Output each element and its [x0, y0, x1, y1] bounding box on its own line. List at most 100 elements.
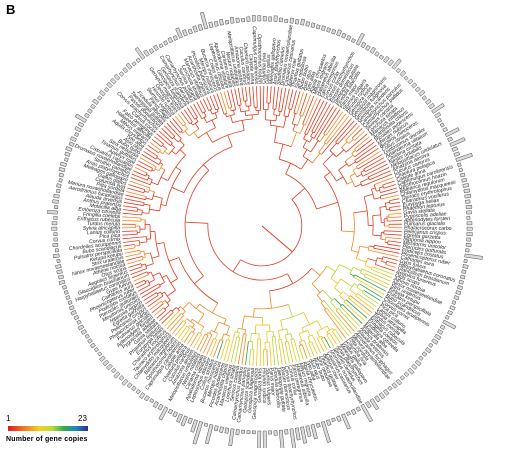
branch: [384, 234, 402, 235]
branch: [302, 328, 304, 332]
branch: [291, 334, 293, 340]
branch: [174, 138, 178, 142]
copy-number-bar: [77, 320, 82, 324]
copy-number-bar: [214, 21, 218, 26]
branch: [170, 121, 180, 133]
branch: [355, 184, 361, 187]
branch: [321, 303, 326, 309]
branch: [245, 330, 246, 334]
branch: [352, 128, 362, 138]
copy-number-bar: [452, 300, 456, 304]
branch: [358, 154, 383, 169]
branch: [317, 295, 322, 302]
copy-number-bar: [123, 67, 128, 72]
copy-number-bar: [127, 383, 132, 388]
copy-number-bar: [295, 19, 299, 24]
copy-number-bar: [463, 264, 469, 268]
branch: [327, 335, 334, 347]
branch: [376, 190, 379, 191]
copy-number-bar: [85, 334, 90, 339]
branch: [156, 243, 164, 244]
branch: [257, 86, 258, 107]
branch: [323, 154, 333, 164]
branch: [324, 301, 352, 334]
branch: [128, 264, 141, 268]
branch: [371, 188, 375, 189]
copy-number-bar: [247, 430, 250, 433]
copy-number-bar: [432, 339, 439, 345]
branch: [300, 93, 307, 115]
branch: [288, 109, 290, 117]
branch: [123, 241, 139, 243]
branch: [374, 198, 380, 200]
branch: [374, 178, 393, 185]
branch: [350, 274, 354, 276]
copy-number-bar: [422, 96, 427, 101]
copy-number-bar: [119, 72, 124, 77]
copy-number-bar: [462, 270, 467, 274]
branch: [246, 87, 248, 101]
copy-number-bar: [204, 423, 208, 427]
copy-number-bar: [55, 249, 59, 253]
branch: [144, 151, 156, 159]
branch: [135, 280, 145, 285]
copy-number-bar: [126, 63, 132, 70]
copy-number-bar: [247, 17, 250, 22]
branch: [389, 213, 402, 214]
branch: [360, 273, 364, 275]
branch: [147, 175, 150, 176]
branch: [215, 113, 217, 118]
branch: [246, 341, 249, 365]
branch: [357, 174, 362, 177]
branch: [332, 331, 340, 342]
branch: [284, 116, 287, 127]
copy-number-bar: [88, 339, 93, 344]
copy-number-bar: [422, 352, 427, 357]
copy-number-bar: [466, 238, 470, 241]
copy-number-bar: [437, 329, 443, 334]
branch: [288, 305, 292, 317]
copy-number-bar: [464, 189, 470, 193]
branch: [388, 241, 401, 243]
branch: [140, 158, 156, 167]
branch: [324, 172, 330, 177]
copy-number-bar: [346, 411, 350, 415]
branch: [217, 341, 223, 359]
copy-number-bar: [69, 142, 74, 147]
branch: [181, 328, 190, 340]
copy-number-bar: [300, 19, 304, 25]
branch: [185, 222, 208, 223]
branch: [327, 266, 336, 271]
branch: [385, 202, 389, 203]
branch: [123, 213, 142, 215]
copy-number-bar: [99, 90, 105, 96]
branch: [184, 331, 191, 342]
copy-number-bar: [65, 152, 71, 157]
branch: [185, 131, 189, 136]
branch: [192, 324, 194, 327]
branch: [183, 311, 186, 314]
branch: [160, 163, 163, 165]
copy-number-bar: [463, 183, 469, 187]
copy-number-bar: [225, 20, 229, 24]
copy-number-bar: [408, 368, 414, 374]
branch: [252, 342, 253, 350]
tree-branches: [122, 86, 402, 366]
copy-number-bar: [263, 16, 266, 21]
copy-number-bar: [274, 430, 278, 435]
copy-number-bar: [54, 216, 58, 219]
copy-number-bar: [365, 401, 371, 408]
branch: [291, 132, 296, 147]
copy-number-bar: [110, 78, 116, 84]
branch: [317, 321, 322, 329]
copy-number-bar: [132, 62, 136, 66]
branch: [257, 339, 258, 366]
copy-number-bar: [149, 48, 154, 53]
copy-number-bar: [182, 30, 187, 37]
copy-number-bar: [268, 17, 271, 21]
branch: [175, 323, 186, 336]
branch: [162, 312, 174, 323]
branch: [207, 333, 208, 335]
copy-number-bar: [219, 19, 223, 25]
